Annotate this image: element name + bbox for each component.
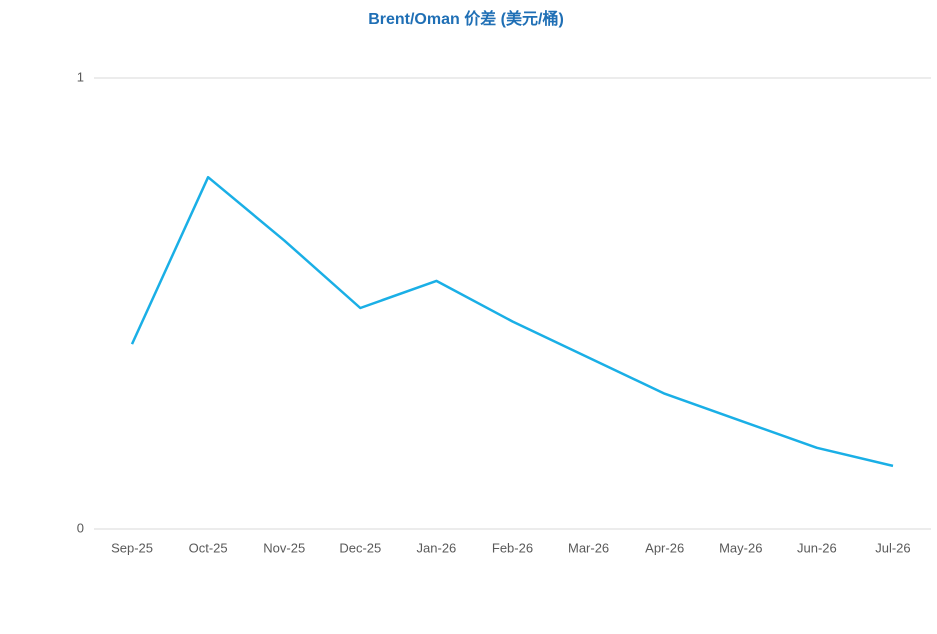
y-tick-label: 1 <box>77 69 84 84</box>
data-line <box>130 175 894 468</box>
x-tick-label: Dec-25 <box>339 540 381 555</box>
x-tick-label: Apr-26 <box>645 540 684 555</box>
x-tick-label: Nov-25 <box>263 540 305 555</box>
x-tick-label: Jul-26 <box>875 540 910 555</box>
x-tick-label: Mar-26 <box>568 540 609 555</box>
y-tick-label: 0 <box>77 520 84 535</box>
x-tick-label: Oct-25 <box>189 540 228 555</box>
chart-title: Brent/Oman 价差 (美元/桶) <box>368 9 564 28</box>
x-tick-label: Jan-26 <box>417 540 457 555</box>
x-tick-label: May-26 <box>719 540 762 555</box>
x-tick-label: Sep-25 <box>111 540 153 555</box>
x-tick-label: Feb-26 <box>492 540 533 555</box>
x-tick-label: Jun-26 <box>797 540 837 555</box>
